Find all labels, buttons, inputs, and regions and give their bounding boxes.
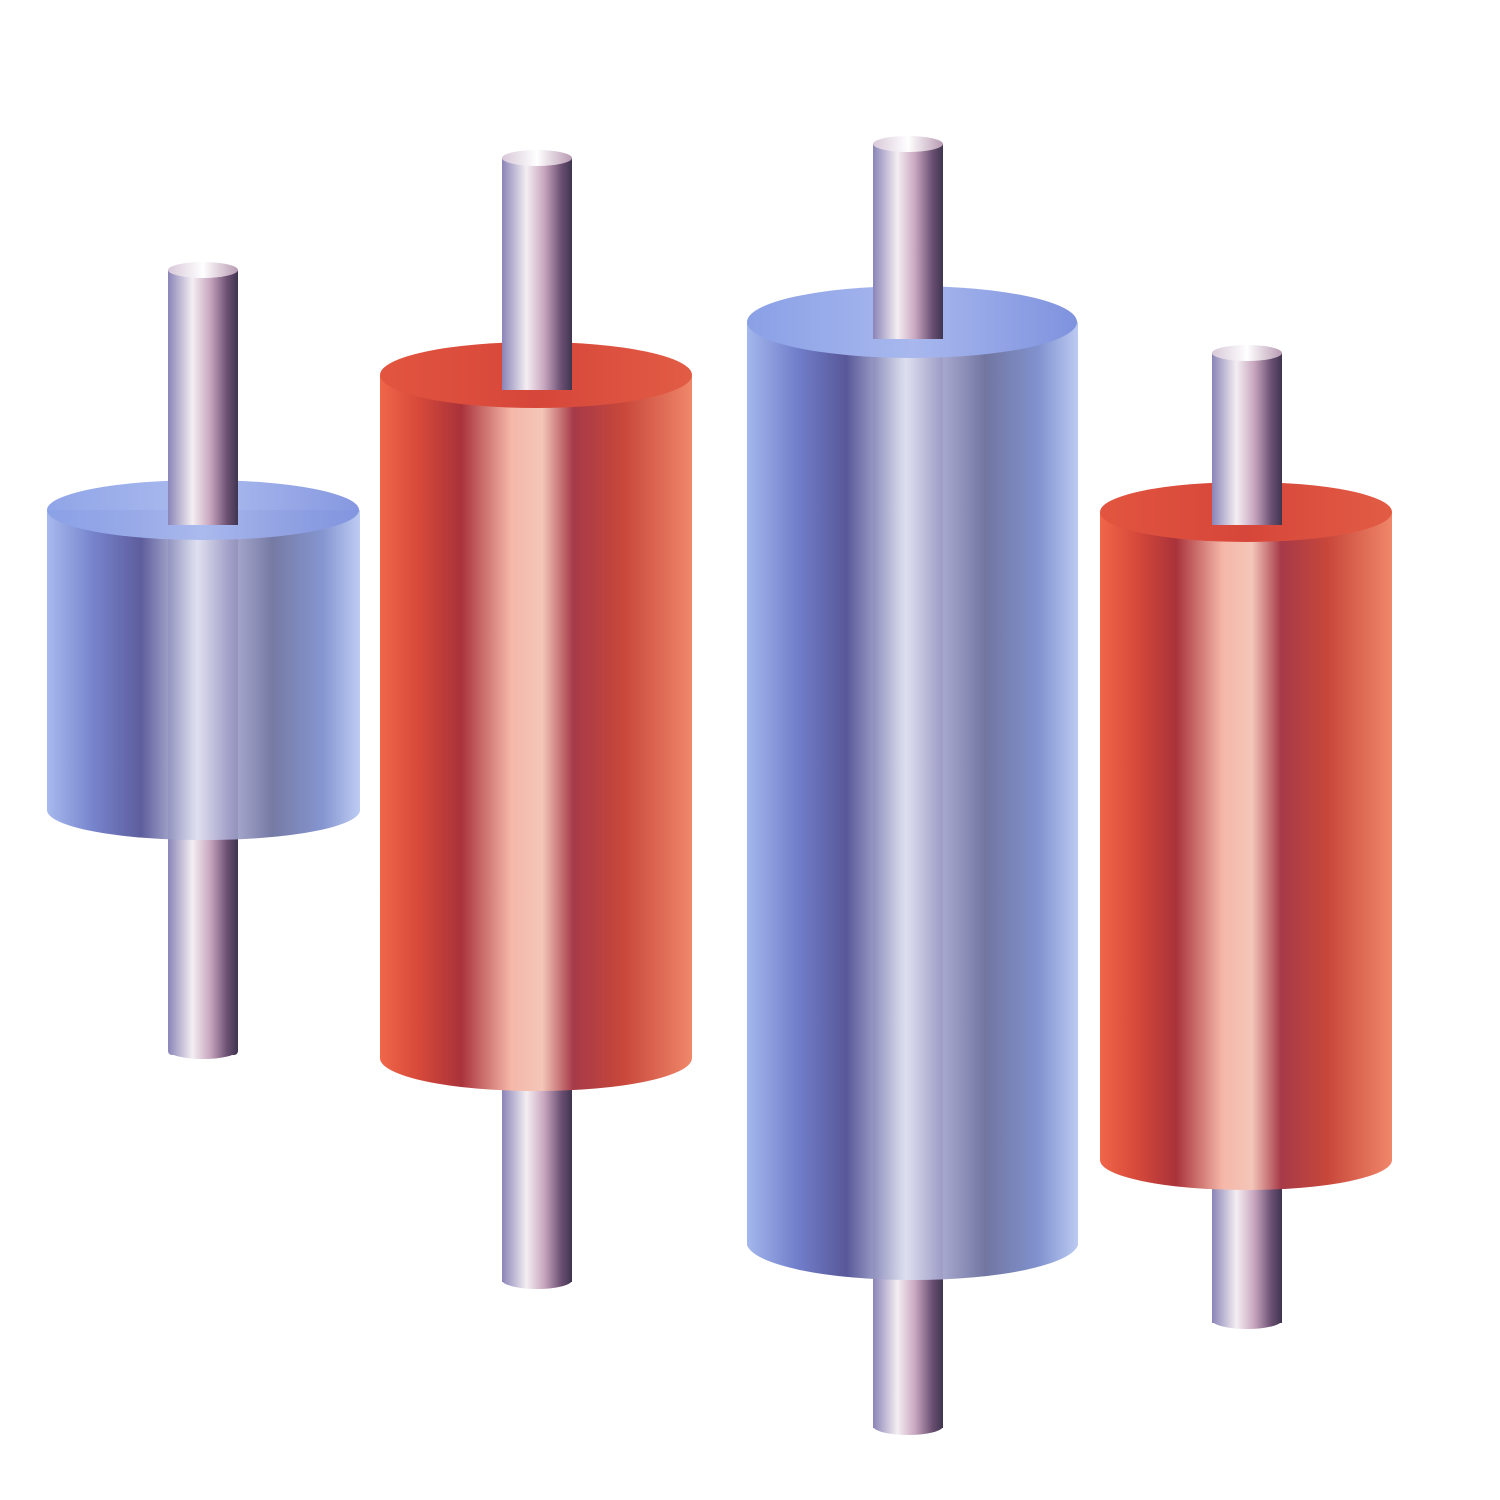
wick-top [502, 158, 572, 390]
wick-end [1212, 1311, 1282, 1329]
wick-top [873, 144, 943, 339]
candle-4 [1100, 345, 1392, 1329]
wick-cap [168, 262, 238, 278]
wick-end [502, 1271, 572, 1289]
body [1100, 512, 1392, 1190]
candle-1 [47, 262, 360, 1059]
wick-top [1212, 353, 1282, 525]
wick-end [168, 1041, 238, 1059]
body [747, 322, 1078, 1281]
wick-end [873, 1417, 943, 1435]
wick-top [168, 270, 238, 525]
candle-2 [380, 150, 692, 1289]
body [47, 510, 360, 841]
candle-3 [747, 136, 1078, 1435]
body [380, 375, 692, 1091]
wick-cap [1212, 345, 1282, 361]
wick-cap [502, 150, 572, 166]
wick-cap [873, 136, 943, 152]
